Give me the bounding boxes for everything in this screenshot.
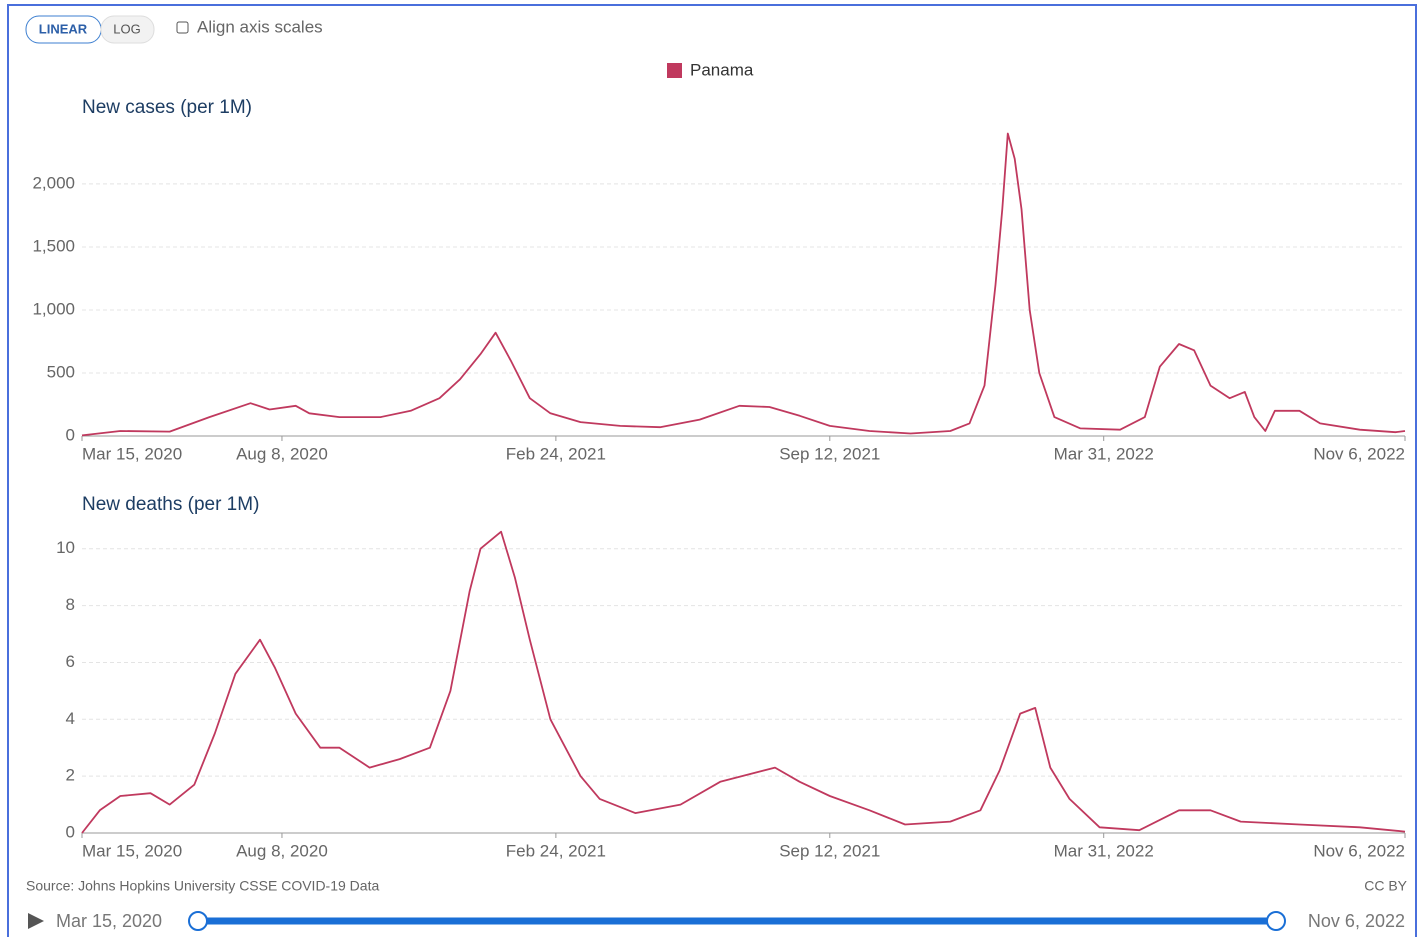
play-button[interactable] bbox=[28, 913, 44, 929]
log-button[interactable] bbox=[100, 15, 155, 44]
timeline-start: Mar 15, 2020 bbox=[56, 911, 162, 931]
timeline-handle-start[interactable] bbox=[188, 911, 208, 931]
timeline-end: Nov 6, 2022 bbox=[1308, 911, 1405, 931]
timeline-handle-end[interactable] bbox=[1266, 911, 1286, 931]
x-tick-label: Nov 6, 2022 bbox=[1313, 444, 1405, 463]
chart-title: New cases (per 1M) bbox=[82, 97, 252, 118]
linear-label: LINEAR bbox=[39, 21, 88, 36]
y-tick-label: 10 bbox=[56, 538, 75, 557]
series-line bbox=[81, 132, 1406, 437]
charts: New cases (per 1M) 0 500 1,000 1,500 2,000 Mar… bbox=[32, 97, 1406, 860]
series-line bbox=[81, 530, 1406, 834]
legend-label[interactable]: Panama bbox=[690, 60, 754, 79]
frame bbox=[7, 4, 1417, 937]
chart-title: New deaths (per 1M) bbox=[82, 494, 259, 515]
align-checkbox[interactable] bbox=[176, 21, 189, 34]
x-tick-label: Nov 6, 2022 bbox=[1313, 841, 1405, 860]
license: CC BY bbox=[1364, 878, 1407, 894]
y-tick-label: 0 bbox=[66, 425, 75, 444]
x-tick-label: Feb 24, 2021 bbox=[506, 841, 606, 860]
y-tick-label: 2 bbox=[66, 766, 75, 785]
legend-swatch bbox=[667, 63, 682, 78]
y-tick-label: 8 bbox=[66, 595, 75, 614]
x-tick-label: Mar 15, 2020 bbox=[82, 841, 182, 860]
y-tick-label: 1,000 bbox=[32, 299, 75, 318]
x-tick-label: Feb 24, 2021 bbox=[506, 444, 606, 463]
align-label: Align axis scales bbox=[197, 17, 323, 36]
x-tick-label: Aug 8, 2020 bbox=[236, 841, 328, 860]
x-tick-label: Mar 15, 2020 bbox=[82, 444, 182, 463]
x-tick-label: Mar 31, 2022 bbox=[1054, 841, 1154, 860]
y-tick-label: 1,500 bbox=[32, 236, 75, 255]
x-tick-label: Aug 8, 2020 bbox=[236, 444, 328, 463]
y-tick-label: 500 bbox=[47, 362, 75, 381]
x-tick-label: Sep 12, 2021 bbox=[779, 444, 880, 463]
y-tick-label: 6 bbox=[66, 652, 75, 671]
y-tick-label: 4 bbox=[66, 709, 75, 728]
y-tick-label: 2,000 bbox=[32, 173, 75, 192]
source: Source: Johns Hopkins University CSSE CO… bbox=[26, 878, 379, 894]
log-label: LOG bbox=[113, 21, 140, 36]
y-tick-label: 0 bbox=[66, 822, 75, 841]
x-tick-label: Sep 12, 2021 bbox=[779, 841, 880, 860]
x-tick-label: Mar 31, 2022 bbox=[1054, 444, 1154, 463]
